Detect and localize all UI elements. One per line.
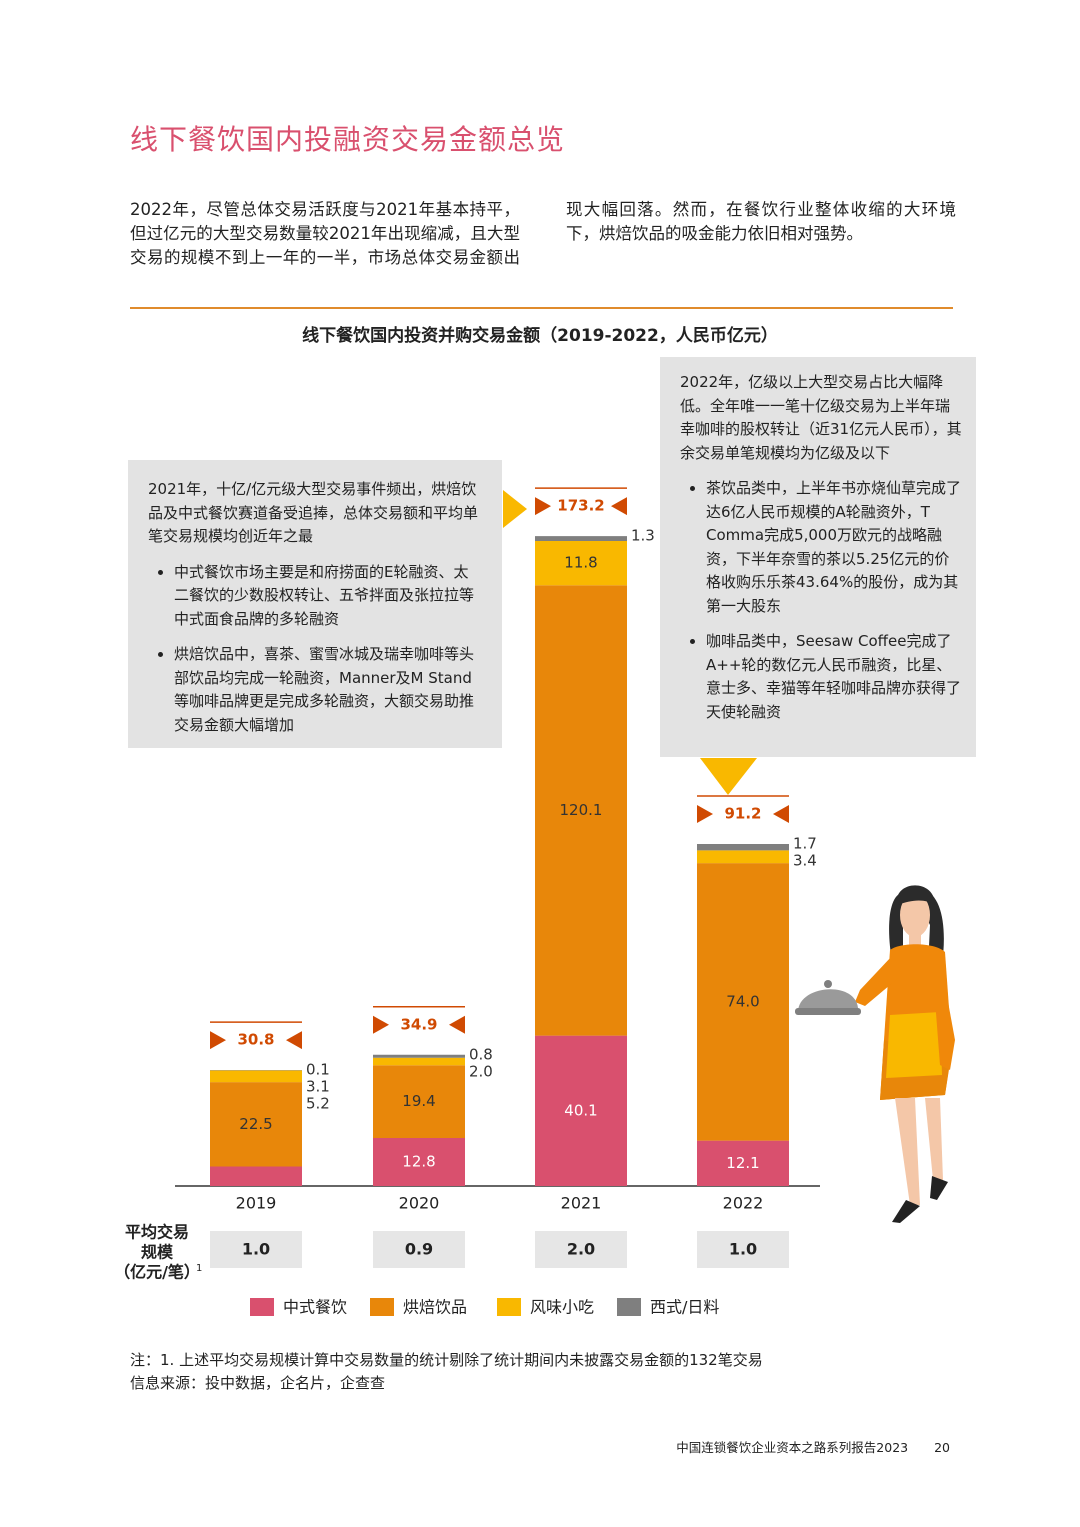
x-tick-label: 2020 bbox=[399, 1194, 440, 1213]
callout-list: 中式餐饮市场主要是和府捞面的E轮融资、太二餐饮的少数股权转让、五爷拌面及张拉拉等… bbox=[148, 561, 482, 738]
value-label: 11.8 bbox=[564, 554, 597, 572]
value-label: 2.0 bbox=[469, 1062, 493, 1080]
bar-segment bbox=[697, 850, 789, 864]
page-title: 线下餐饮国内投融资交易金额总览 bbox=[130, 123, 566, 156]
total-label: 34.9 bbox=[400, 1015, 437, 1033]
callout-pointer bbox=[503, 490, 527, 528]
value-label: 120.1 bbox=[560, 801, 603, 819]
legend-label: 风味小吃 bbox=[530, 1298, 594, 1317]
chart-title: 线下餐饮国内投资并购交易金额（2019-2022，人民币亿元） bbox=[302, 325, 778, 346]
value-label: 74.0 bbox=[726, 992, 759, 1010]
x-tick-label: 2021 bbox=[561, 1194, 602, 1213]
legend-swatch bbox=[497, 1298, 521, 1316]
avg-label: 规模 bbox=[141, 1243, 174, 1262]
value-label: 12.8 bbox=[402, 1153, 435, 1171]
avg-label: 平均交易 bbox=[125, 1223, 189, 1242]
bar-segment bbox=[535, 541, 627, 586]
value-label: 3.4 bbox=[793, 852, 817, 870]
callout: 2022年，亿级以上大型交易占比大幅降低。全年唯一一笔十亿级交易为上半年瑞幸咖啡… bbox=[660, 357, 976, 757]
avg-box bbox=[210, 1231, 302, 1268]
value-label: 1.7 bbox=[793, 835, 817, 853]
avg-box bbox=[535, 1231, 627, 1268]
bar-segment bbox=[373, 1054, 465, 1058]
footer-report: 中国连锁餐饮企业资本之路系列报告2023 bbox=[676, 1440, 909, 1455]
total-arrow bbox=[373, 1015, 389, 1034]
footer: 中国连锁餐饮企业资本之路系列报告2023 20 bbox=[600, 1437, 950, 1456]
notes: 注：1. 上述平均交易规模计算中交易数量的统计剔除了统计期间内未披露交易金额的1… bbox=[130, 1349, 763, 1395]
total-arrow bbox=[773, 805, 789, 823]
legend-swatch bbox=[250, 1298, 274, 1316]
x-tick-label: 2019 bbox=[236, 1194, 277, 1213]
legend-label: 烘焙饮品 bbox=[403, 1298, 467, 1317]
x-tick-label: 2022 bbox=[723, 1194, 764, 1213]
total-label: 30.8 bbox=[237, 1031, 274, 1049]
total-label: 91.2 bbox=[724, 805, 761, 823]
avg-box bbox=[697, 1231, 789, 1268]
value-label: 12.1 bbox=[726, 1154, 759, 1172]
value-label: 1.3 bbox=[631, 527, 655, 545]
value-label: 3.1 bbox=[306, 1078, 330, 1096]
callout-pointer bbox=[700, 758, 757, 795]
legend-label: 西式/日料 bbox=[650, 1298, 719, 1317]
bar-segment bbox=[535, 536, 627, 541]
bar-segment bbox=[535, 585, 627, 1036]
value-label: 22.5 bbox=[239, 1115, 272, 1133]
value-label: 40.1 bbox=[564, 1101, 597, 1119]
illustration bbox=[795, 885, 955, 1223]
value-label: 0.1 bbox=[306, 1061, 330, 1079]
value-label: 5.2 bbox=[306, 1095, 330, 1113]
bar-segment bbox=[697, 863, 789, 1141]
avg-label: （亿元/笔） bbox=[114, 1263, 200, 1282]
divider bbox=[130, 307, 953, 309]
legend-swatch bbox=[370, 1298, 394, 1316]
bar-segment bbox=[697, 1140, 789, 1186]
callout-bullet: 咖啡品类中，Seesaw Coffee完成了A++轮的数亿元人民币融资，比星、意… bbox=[706, 630, 962, 724]
bar-segment bbox=[373, 1138, 465, 1186]
total-label: 173.2 bbox=[557, 497, 604, 515]
bar-segment bbox=[535, 1035, 627, 1186]
value-label: 0.8 bbox=[469, 1045, 493, 1063]
bar-segment bbox=[373, 1057, 465, 1066]
avg-value: 2.0 bbox=[567, 1240, 595, 1259]
callout-text: 2021年，十亿/亿元级大型交易事件频出，烘焙饮品及中式餐饮赛道备受追捧，总体交… bbox=[148, 480, 479, 545]
avg-value: 1.0 bbox=[242, 1240, 270, 1259]
bar-segment bbox=[697, 844, 789, 851]
intro-text: 2022年，尽管总体交易活跃度与2021年基本持平，但过亿元的大型交易数量较20… bbox=[130, 200, 956, 267]
note: 注：1. 上述平均交易规模计算中交易数量的统计剔除了统计期间内未披露交易金额的1… bbox=[130, 1351, 763, 1369]
value-label: 19.4 bbox=[402, 1092, 435, 1110]
callout: 2021年，十亿/亿元级大型交易事件频出，烘焙饮品及中式餐饮赛道备受追捧，总体交… bbox=[128, 460, 502, 748]
callout-bullet: 茶饮品类中，上半年书亦烧仙草完成了达6亿人民币规模的A轮融资外，T Comma完… bbox=[706, 477, 962, 618]
bar-segment bbox=[210, 1070, 302, 1083]
note: 信息来源：投中数据，企名片，企查查 bbox=[130, 1374, 386, 1392]
avg-box bbox=[373, 1231, 465, 1268]
callout-bullet: 中式餐饮市场主要是和府捞面的E轮融资、太二餐饮的少数股权转让、五爷拌面及张拉拉等… bbox=[174, 561, 482, 632]
page-number: 20 bbox=[934, 1440, 950, 1455]
bar-segment bbox=[210, 1166, 302, 1186]
callout-text: 2022年，亿级以上大型交易占比大幅降低。全年唯一一笔十亿级交易为上半年瑞幸咖啡… bbox=[680, 373, 962, 462]
avg-value: 0.9 bbox=[405, 1240, 433, 1259]
bar-segment bbox=[210, 1082, 302, 1167]
avg-value: 1.0 bbox=[729, 1240, 757, 1259]
total-arrow bbox=[611, 497, 627, 516]
note-ref: 1 bbox=[196, 1263, 202, 1274]
callout-bullet: 烘焙饮品中，喜茶、蜜雪冰城及瑞幸咖啡等头部饮品均完成一轮融资，Manner及M … bbox=[174, 643, 482, 737]
legend-swatch bbox=[617, 1298, 641, 1316]
total-arrow bbox=[697, 805, 713, 823]
callout-list: 茶饮品类中，上半年书亦烧仙草完成了达6亿人民币规模的A轮融资外，T Comma完… bbox=[680, 477, 962, 724]
total-arrow bbox=[535, 497, 551, 516]
bar-segment bbox=[373, 1065, 465, 1138]
total-arrow bbox=[449, 1015, 465, 1034]
legend-label: 中式餐饮 bbox=[283, 1298, 347, 1317]
total-arrow bbox=[286, 1031, 302, 1050]
total-arrow bbox=[210, 1031, 226, 1050]
